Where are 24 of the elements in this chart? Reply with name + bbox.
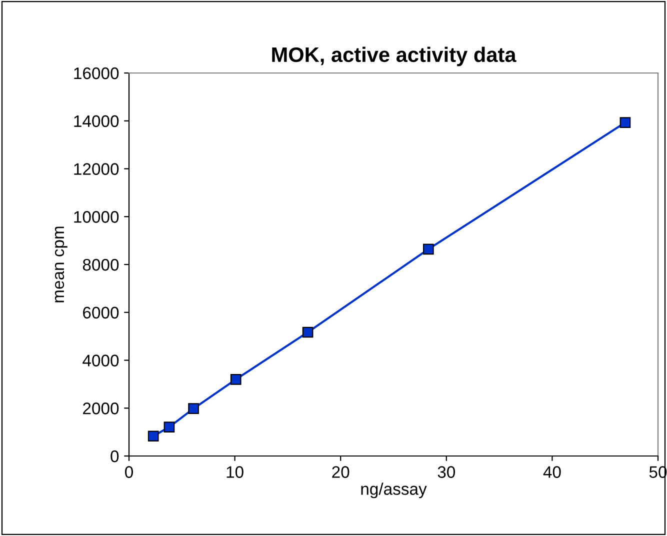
y-tick-label: 4000 <box>82 354 119 366</box>
x-tick-label: 10 <box>226 466 244 478</box>
x-tick-label: 0 <box>125 466 133 478</box>
point <box>188 403 199 414</box>
point <box>148 430 159 442</box>
y-axis-title: mean cpm <box>54 226 68 302</box>
y-tick-label: 8000 <box>82 258 119 271</box>
chart-title: MOK, active activity data <box>272 46 516 66</box>
point <box>620 117 631 128</box>
x-tick-label: 20 <box>332 466 350 478</box>
y-tick-label: 10000 <box>74 211 119 223</box>
x-tick-label: 40 <box>543 466 561 478</box>
point <box>423 244 434 255</box>
y-tick-label: 14000 <box>74 115 119 128</box>
y-tick-label: 6000 <box>83 306 119 319</box>
y-tick-label: 16000 <box>74 67 119 80</box>
point <box>302 326 314 338</box>
y-tick-label: 0 <box>110 450 119 462</box>
x-tick-label: 30 <box>438 466 456 478</box>
x-axis-title: ng/assay <box>361 482 427 498</box>
y-tick-label: 2000 <box>83 402 119 414</box>
point <box>230 374 242 385</box>
point <box>164 422 175 432</box>
y-tick-label: 12000 <box>74 163 119 175</box>
